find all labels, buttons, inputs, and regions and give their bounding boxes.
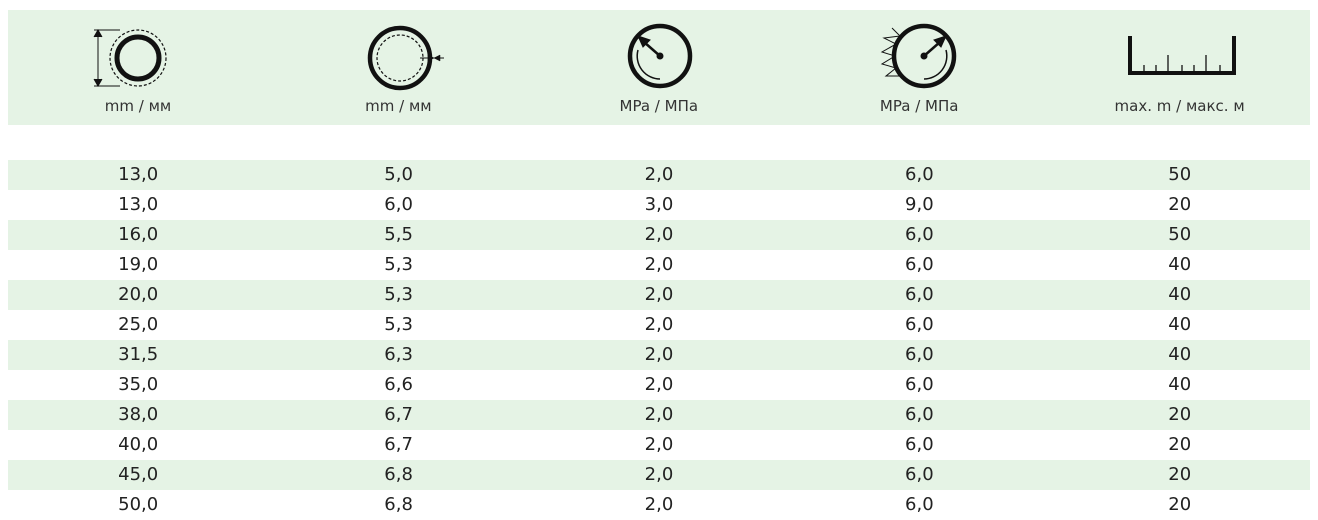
table-cell: 6,0 (905, 224, 934, 245)
header-label: MPa / МПа (619, 97, 699, 115)
table-cell: 45,0 (118, 464, 159, 485)
table-cell: 2,0 (644, 434, 674, 455)
table-cell: 19,0 (118, 254, 159, 275)
table-cell: 6,0 (905, 164, 934, 185)
table-cell: 31,5 (118, 344, 159, 365)
table-cell: 13,0 (118, 194, 159, 215)
header-label: mm / мм (104, 97, 172, 115)
table-cell: 40,0 (118, 434, 159, 455)
table-cell: 2,0 (644, 164, 674, 185)
table-cell: 40 (1168, 254, 1192, 275)
table-cell: 5,5 (384, 224, 413, 245)
header-label: mm / мм (365, 97, 432, 115)
table-cell: 6,0 (905, 254, 934, 275)
table-cell: 6,0 (905, 344, 934, 365)
table-cell: 2,0 (644, 494, 674, 515)
table-row: 31,5 6,3 2,0 6,0 40 (8, 340, 1310, 370)
table-cell: 6,8 (384, 464, 413, 485)
table-row: 13,0 5,0 2,0 6,0 50 (8, 160, 1310, 190)
table-cell: 40 (1168, 284, 1192, 305)
header-label: MPa / МПа (879, 97, 959, 115)
table-cell: 2,0 (644, 254, 674, 275)
table-cell: 16,0 (118, 224, 159, 245)
table-cell: 3,0 (644, 194, 674, 215)
table-cell: 2,0 (644, 284, 674, 305)
table-row: 50,0 6,8 2,0 6,0 20 (8, 490, 1310, 520)
table-cell: 5,0 (384, 164, 413, 185)
table-cell: 20 (1168, 404, 1192, 425)
table-cell: 20 (1168, 434, 1192, 455)
table-row: 35,0 6,6 2,0 6,0 40 (8, 370, 1310, 400)
table-cell: 25,0 (118, 314, 159, 335)
table-row: 20,0 5,3 2,0 6,0 40 (8, 280, 1310, 310)
table-row: 25,0 5,3 2,0 6,0 40 (8, 310, 1310, 340)
table-cell: 6,0 (905, 374, 934, 395)
table-cell: 5,3 (384, 314, 413, 335)
table-cell: 38,0 (118, 404, 159, 425)
table-row: 16,0 5,5 2,0 6,0 50 (8, 220, 1310, 250)
table-cell: 5,3 (384, 254, 413, 275)
table-cell: 2,0 (644, 404, 674, 425)
table-cell: 20,0 (118, 284, 159, 305)
wall-thickness-icon (367, 25, 444, 91)
table-row: 13,0 6,0 3,0 9,0 20 (8, 190, 1310, 220)
table-cell: 40 (1168, 374, 1192, 395)
table-cell: 6,0 (905, 284, 934, 305)
table-cell: 2,0 (644, 344, 674, 365)
table-cell: 6,0 (905, 314, 934, 335)
burst-pressure-icon (880, 23, 957, 89)
table-cell: 6,0 (905, 494, 934, 515)
table-row: 45,0 6,8 2,0 6,0 20 (8, 460, 1310, 490)
table-cell: 2,0 (644, 314, 674, 335)
working-pressure-icon (627, 23, 693, 89)
table-cell: 20 (1168, 494, 1192, 515)
table-cell: 40 (1168, 344, 1192, 365)
header-label: max. m / макс. м (1114, 97, 1245, 115)
table-cell: 20 (1168, 464, 1192, 485)
table-cell: 6,0 (905, 464, 934, 485)
table-row: 38,0 6,7 2,0 6,0 20 (8, 400, 1310, 430)
table-row: 40,0 6,7 2,0 6,0 20 (8, 430, 1310, 460)
table-cell: 50 (1168, 164, 1192, 185)
outer-diameter-icon (93, 28, 167, 88)
table-cell: 35,0 (118, 374, 159, 395)
table-cell: 6,8 (384, 494, 413, 515)
table-cell: 6,0 (384, 194, 413, 215)
table-cell: 6,3 (384, 344, 413, 365)
table-cell: 6,7 (384, 434, 413, 455)
header-icons (93, 23, 1236, 91)
table-cell: 2,0 (644, 224, 674, 245)
table-cell: 6,6 (384, 374, 413, 395)
table-cell: 13,0 (118, 164, 159, 185)
table-cell: 50 (1168, 224, 1192, 245)
length-icon (1128, 36, 1236, 75)
table-cell: 2,0 (644, 374, 674, 395)
table-cell: 40 (1168, 314, 1192, 335)
table-cell: 50,0 (118, 494, 159, 515)
table-cell: 6,0 (905, 434, 934, 455)
table-body: 13,0 5,0 2,0 6,0 50 13,0 6,0 3,0 9,0 20 16,0 5,5 2,0… (8, 160, 1310, 520)
table-cell: 2,0 (644, 464, 674, 485)
table-cell: 6,7 (384, 404, 413, 425)
header-band: mm / мм mm / мм MPa / МПа MPa / МПа max. m /… (8, 10, 1310, 125)
table-cell: 9,0 (905, 194, 934, 215)
table-row: 19,0 5,3 2,0 6,0 40 (8, 250, 1310, 280)
table-cell: 5,3 (384, 284, 413, 305)
table-cell: 6,0 (905, 404, 934, 425)
table-cell: 20 (1168, 194, 1192, 215)
